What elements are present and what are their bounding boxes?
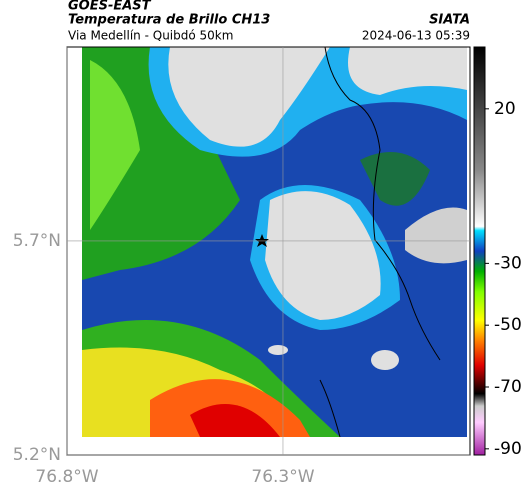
lon-tick-label: 76.3°W [251, 467, 314, 487]
colorbar-tick-label: 20 [494, 99, 516, 119]
lat-tick-label: 5.7°N [13, 231, 61, 251]
source: SIATA [429, 13, 470, 28]
timestamp: 2024-06-13 05:39 [362, 29, 470, 43]
colorbar [473, 46, 486, 456]
colorbar-tick-label: -90 [494, 439, 522, 459]
colorbar-tick-label: -30 [494, 253, 522, 273]
satellite: GOES-EAST [68, 0, 152, 14]
lat-tick-label: 5.2°N [13, 445, 61, 465]
colorbar-tick-label: -50 [494, 315, 522, 335]
route: Via Medellín - Quibdó 50km [68, 29, 233, 43]
satellite-image [82, 47, 467, 437]
product: Temperatura de Brillo CH13 [68, 13, 270, 28]
lon-tick-label: 76.8°W [35, 467, 98, 487]
marker [255, 234, 269, 247]
colorbar-tick-label: -70 [494, 377, 522, 397]
